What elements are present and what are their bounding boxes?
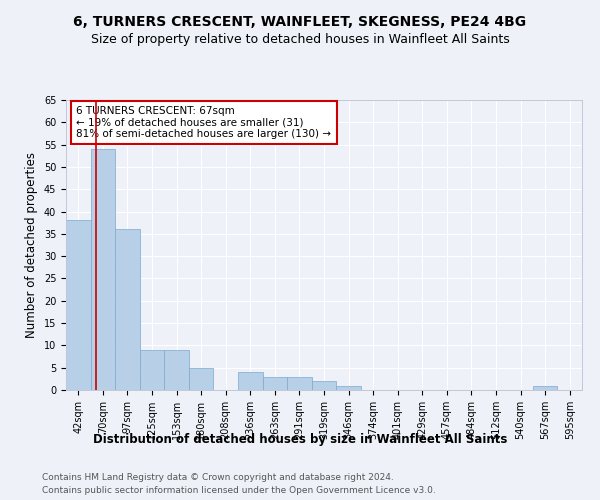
Bar (66, 220, 91, 390)
Bar (91, 149, 115, 390)
Text: Contains public sector information licensed under the Open Government Licence v3: Contains public sector information licen… (42, 486, 436, 495)
Bar (164, 350, 189, 390)
Bar (312, 381, 336, 390)
Bar (238, 372, 263, 390)
Y-axis label: Number of detached properties: Number of detached properties (25, 152, 38, 338)
Text: Distribution of detached houses by size in Wainfleet All Saints: Distribution of detached houses by size … (93, 432, 507, 446)
Text: Size of property relative to detached houses in Wainfleet All Saints: Size of property relative to detached ho… (91, 32, 509, 46)
Bar (533, 386, 557, 390)
Bar (336, 386, 361, 390)
Text: Contains HM Land Registry data © Crown copyright and database right 2024.: Contains HM Land Registry data © Crown c… (42, 472, 394, 482)
Text: 6, TURNERS CRESCENT, WAINFLEET, SKEGNESS, PE24 4BG: 6, TURNERS CRESCENT, WAINFLEET, SKEGNESS… (73, 15, 527, 29)
Text: 6 TURNERS CRESCENT: 67sqm
← 19% of detached houses are smaller (31)
81% of semi-: 6 TURNERS CRESCENT: 67sqm ← 19% of detac… (76, 106, 331, 139)
Bar (263, 376, 287, 390)
Bar (287, 376, 312, 390)
Bar (115, 230, 140, 390)
Bar (189, 368, 214, 390)
Bar (140, 350, 164, 390)
